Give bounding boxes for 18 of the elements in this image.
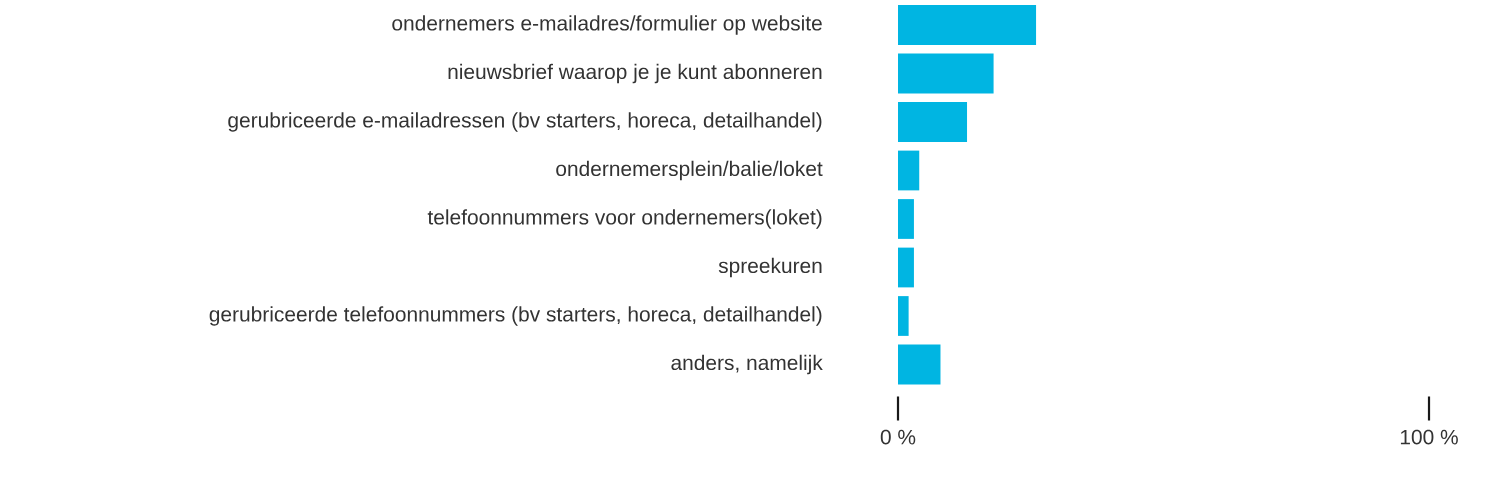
y-tick-label: anders, namelijk (671, 354, 823, 375)
y-tick-label: gerubriceerde telefoonnummers (bv starters, horeca, detailhandel) (209, 306, 822, 326)
x-tick-label: 0 % (880, 429, 916, 445)
y-tick-label: spreekuren (718, 257, 822, 278)
y-tick-label: ondernemersplein/balie/loket (556, 160, 823, 181)
bar (898, 199, 914, 239)
bar (898, 150, 920, 191)
y-tick-label: ondernemers e-mailadres/formulier op website (392, 15, 822, 35)
bar (898, 102, 968, 142)
bar (898, 344, 941, 385)
bar (898, 247, 914, 288)
bar (898, 296, 909, 336)
bar (898, 5, 1037, 45)
x-tick-label: 100 % (1400, 429, 1458, 445)
y-tick-label: telefoonnummers voor ondernemers(loket) (427, 209, 822, 229)
y-tick-label: nieuwsbrief waarop je je kunt abonneren (448, 63, 822, 84)
y-tick-label: gerubriceerde e-mailadressen (bv starters, horeca, detailhandel) (228, 112, 822, 132)
bar (898, 53, 994, 94)
